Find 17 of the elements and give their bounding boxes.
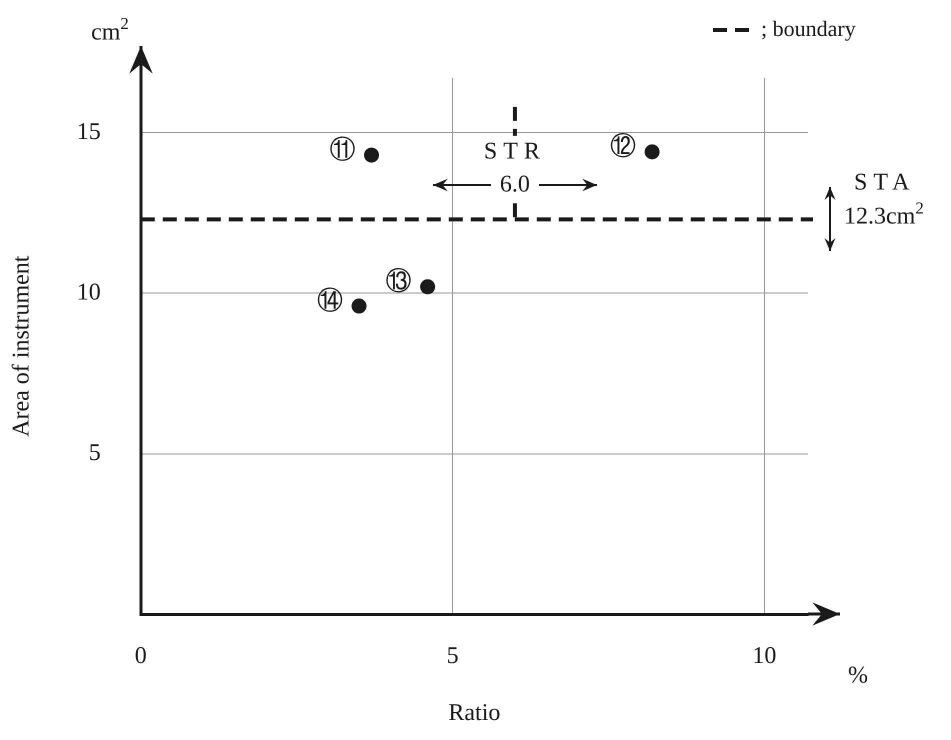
y-tick-label: 15 [76,118,101,145]
y-tick-label: 5 [88,440,101,466]
annotation: ⑬ [386,266,412,296]
x-tick-label: 5 [446,643,459,670]
x-tick-label: 10 [752,643,776,670]
annotation: ⑪ [330,134,356,164]
annotation: ⑭ [317,286,344,315]
text: % [848,662,868,689]
y-axis-title: Area of instrument [8,255,35,437]
text: STA [854,170,916,196]
x-axis-title: Ratio [448,700,500,726]
y-tick-label: 10 [76,280,101,306]
x-tick-label: 0 [134,643,147,670]
annotation: ⑫ [610,132,636,161]
annotation: 6.0 [500,172,530,198]
legend-label: ; boundary [761,16,856,41]
annotation: STR [484,138,546,165]
